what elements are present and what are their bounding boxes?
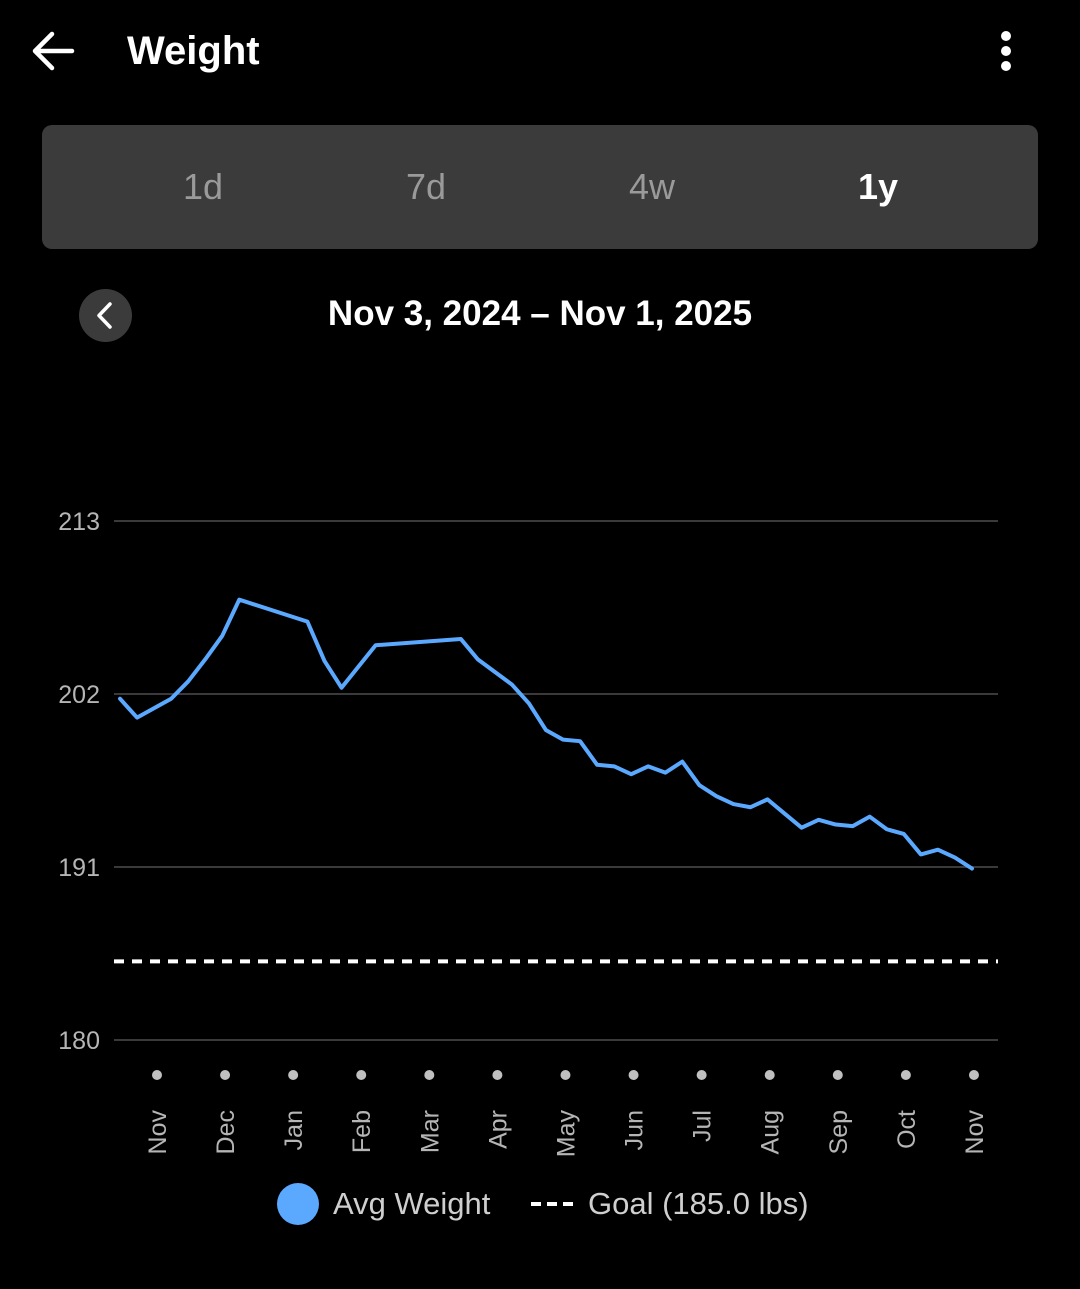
- avg-weight-legend-label: Avg Weight: [333, 1186, 491, 1221]
- x-tick-dot: [832, 1070, 843, 1080]
- x-tick-dot: [900, 1070, 911, 1080]
- x-tick-label: Oct: [893, 1110, 921, 1149]
- x-tick-dot: [560, 1070, 571, 1080]
- x-tick-label: Mar: [416, 1110, 444, 1153]
- x-tick-label: Jan: [280, 1110, 308, 1150]
- x-tick-label: Nov: [961, 1110, 989, 1155]
- y-tick-label: 180: [58, 1027, 100, 1055]
- x-tick-dot: [424, 1070, 435, 1080]
- x-tick-label: Sep: [825, 1110, 853, 1154]
- tab-1d[interactable]: 1d: [182, 166, 224, 207]
- previous-period-button[interactable]: [79, 289, 132, 342]
- x-tick-dot: [968, 1070, 979, 1080]
- chevron-left-icon: [97, 302, 112, 329]
- x-tick-dot: [152, 1070, 162, 1080]
- goal-dash-icon: [531, 1202, 573, 1206]
- x-tick-label: Jul: [689, 1110, 717, 1142]
- x-tick-dot: [288, 1070, 299, 1080]
- x-tick-dot: [764, 1070, 775, 1080]
- y-tick-label: 202: [58, 681, 100, 709]
- period-selector: 1d 7d 4w 1y: [42, 125, 1038, 249]
- back-arrow-icon[interactable]: [28, 26, 78, 76]
- x-tick-label: Dec: [212, 1110, 240, 1154]
- y-tick-label: 213: [58, 508, 100, 536]
- x-tick-dot: [696, 1070, 707, 1080]
- more-vertical-icon[interactable]: [990, 26, 1022, 76]
- x-tick-label: Nov: [144, 1110, 172, 1155]
- x-tick-dot: [628, 1070, 639, 1080]
- x-tick-dot: [356, 1070, 367, 1080]
- x-tick-label: Jun: [621, 1110, 649, 1150]
- tab-7d[interactable]: 7d: [405, 166, 447, 207]
- goal-legend-label: Goal (185.0 lbs): [588, 1186, 809, 1221]
- page-title: Weight: [127, 29, 260, 73]
- tab-1y[interactable]: 1y: [857, 166, 899, 207]
- legend: Avg Weight Goal (185.0 lbs): [0, 1180, 1080, 1230]
- tab-4w[interactable]: 4w: [628, 166, 676, 207]
- x-tick-label: Apr: [484, 1110, 512, 1149]
- weight-chart: 213 202 191 180 Nov Dec Jan Feb Mar Apr May Jun Jul…: [58, 508, 998, 1158]
- avg-weight-line: [118, 597, 974, 871]
- x-tick-dot: [220, 1070, 231, 1080]
- x-tick-label: Feb: [348, 1110, 376, 1153]
- avg-weight-legend-dot: [277, 1183, 319, 1225]
- x-tick-label: May: [552, 1110, 580, 1158]
- x-tick-dot: [492, 1070, 503, 1080]
- date-range-label: Nov 3, 2024 – Nov 1, 2025: [327, 294, 753, 333]
- y-tick-label: 191: [58, 854, 100, 882]
- x-tick-label: Aug: [757, 1110, 785, 1154]
